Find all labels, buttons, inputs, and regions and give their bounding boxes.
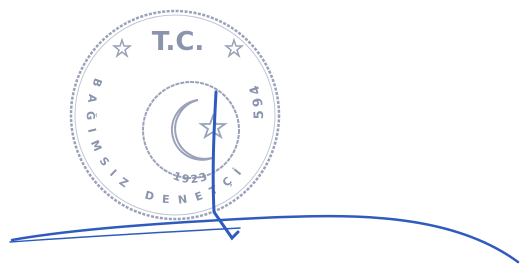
- stamp-image: T.C. BAĞIMSIZ DENETÇİ 594 1923: [0, 0, 524, 275]
- page: T.C. BAĞIMSIZ DENETÇİ 594 1923 (() => { …: [0, 0, 524, 275]
- stamp-header: T.C.: [152, 27, 205, 57]
- background: [0, 0, 524, 275]
